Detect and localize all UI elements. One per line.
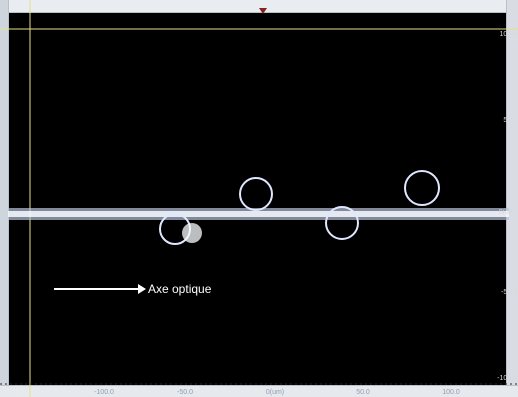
optical-axis-highlight <box>8 211 509 217</box>
x-tick-label: 50.0 <box>356 389 370 396</box>
bubble-glint <box>182 223 202 243</box>
bubble <box>239 177 273 211</box>
bubble <box>404 170 440 206</box>
position-marker-icon[interactable] <box>259 8 267 14</box>
right-ruler <box>506 0 518 397</box>
y-tick-label: 100.0 <box>499 31 517 38</box>
bubble <box>325 206 359 240</box>
right-arrow-icon <box>54 284 146 294</box>
x-tick-label: -50.0 <box>177 389 193 396</box>
x-tick-label: -100.0 <box>94 389 114 396</box>
bubble-group <box>159 170 440 245</box>
y-tick-label: -50.0 <box>501 289 517 296</box>
optical-axis-annotation: Axe optique <box>54 282 211 296</box>
y-tick-label: 50.0 <box>503 117 517 124</box>
left-ruler <box>0 0 9 397</box>
bottom-ruler <box>0 385 518 397</box>
x-tick-label: 100.0 <box>442 389 460 396</box>
annotation-label: Axe optique <box>148 282 212 296</box>
x-tick-label: 0(um) <box>265 389 285 396</box>
optical-axis-band <box>8 208 509 220</box>
y-tick-label: -100.0 <box>497 375 517 382</box>
y-tick-label: 0(um) <box>498 209 517 216</box>
